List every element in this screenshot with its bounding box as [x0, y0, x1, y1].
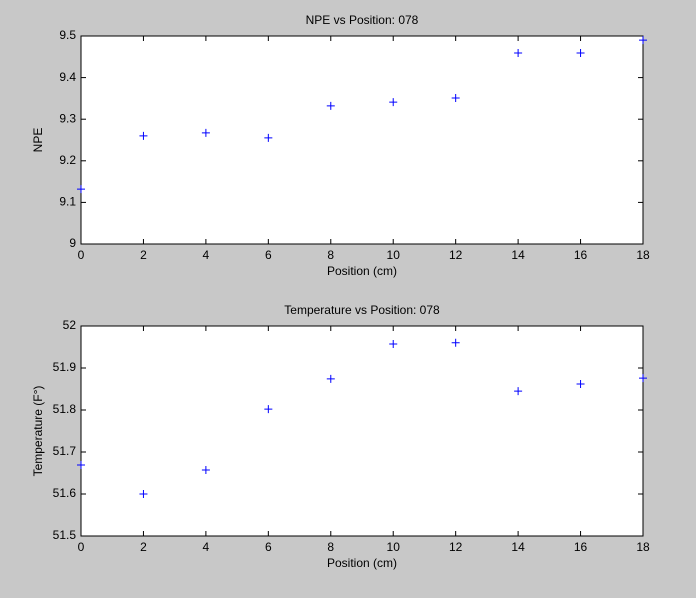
- y-tick-label: 51.9: [53, 360, 77, 374]
- x-tick-label: 4: [203, 540, 210, 554]
- y-tick-label: 9.4: [59, 70, 76, 84]
- data-point: [576, 379, 585, 388]
- x-tick-label: 6: [265, 540, 272, 554]
- x-tick-label: 10: [387, 540, 401, 554]
- y-tick-label: 51.5: [53, 528, 77, 542]
- x-axis-label: Position (cm): [327, 264, 397, 278]
- y-tick-label: 51.6: [53, 486, 77, 500]
- data-point: [514, 49, 523, 58]
- y-tick-label: 51.7: [53, 444, 77, 458]
- data-point: [389, 340, 398, 349]
- data-point: [139, 131, 148, 140]
- x-tick-label: 18: [636, 248, 650, 262]
- x-tick-label: 4: [203, 248, 210, 262]
- data-point: [451, 93, 460, 102]
- data-point: [451, 338, 460, 347]
- y-tick-label: 9: [69, 236, 76, 250]
- y-tick-label: 52: [63, 318, 77, 332]
- x-tick-label: 10: [387, 248, 401, 262]
- x-tick-label: 16: [574, 540, 588, 554]
- plot-area: [80, 325, 644, 537]
- x-tick-label: 12: [449, 540, 463, 554]
- y-axis-label: Temperature (F°): [31, 386, 45, 477]
- y-tick-label: 51.8: [53, 402, 77, 416]
- x-axis-label: Position (cm): [327, 556, 397, 570]
- plot-area: [80, 35, 644, 245]
- data-point: [389, 98, 398, 107]
- x-tick-label: 8: [327, 540, 334, 554]
- x-tick-label: 0: [78, 248, 85, 262]
- data-point: [639, 374, 647, 383]
- data-point: [201, 128, 210, 137]
- y-tick-label: 9.5: [59, 28, 76, 42]
- x-tick-label: 2: [140, 540, 147, 554]
- y-tick-label: 9.1: [59, 195, 76, 209]
- y-tick-label: 9.3: [59, 111, 76, 125]
- data-point: [139, 490, 148, 498]
- chart-title: NPE vs Position: 078: [306, 13, 419, 27]
- x-tick-label: 2: [140, 248, 147, 262]
- x-tick-label: 0: [78, 540, 85, 554]
- data-point: [201, 466, 210, 475]
- y-axis-label: NPE: [31, 128, 45, 153]
- x-tick-label: 8: [327, 248, 334, 262]
- data-point: [639, 36, 647, 45]
- x-tick-label: 14: [511, 248, 525, 262]
- x-tick-label: 14: [511, 540, 525, 554]
- data-point: [264, 133, 273, 142]
- data-point: [77, 185, 85, 194]
- data-point: [77, 461, 85, 470]
- x-tick-label: 16: [574, 248, 588, 262]
- chart-title: Temperature vs Position: 078: [284, 303, 440, 317]
- data-point: [326, 101, 335, 110]
- y-tick-label: 9.2: [59, 153, 76, 167]
- x-tick-label: 12: [449, 248, 463, 262]
- data-point: [576, 49, 585, 58]
- data-point: [514, 387, 523, 396]
- data-point: [326, 374, 335, 383]
- data-point: [264, 405, 273, 414]
- x-tick-label: 18: [636, 540, 650, 554]
- x-tick-label: 6: [265, 248, 272, 262]
